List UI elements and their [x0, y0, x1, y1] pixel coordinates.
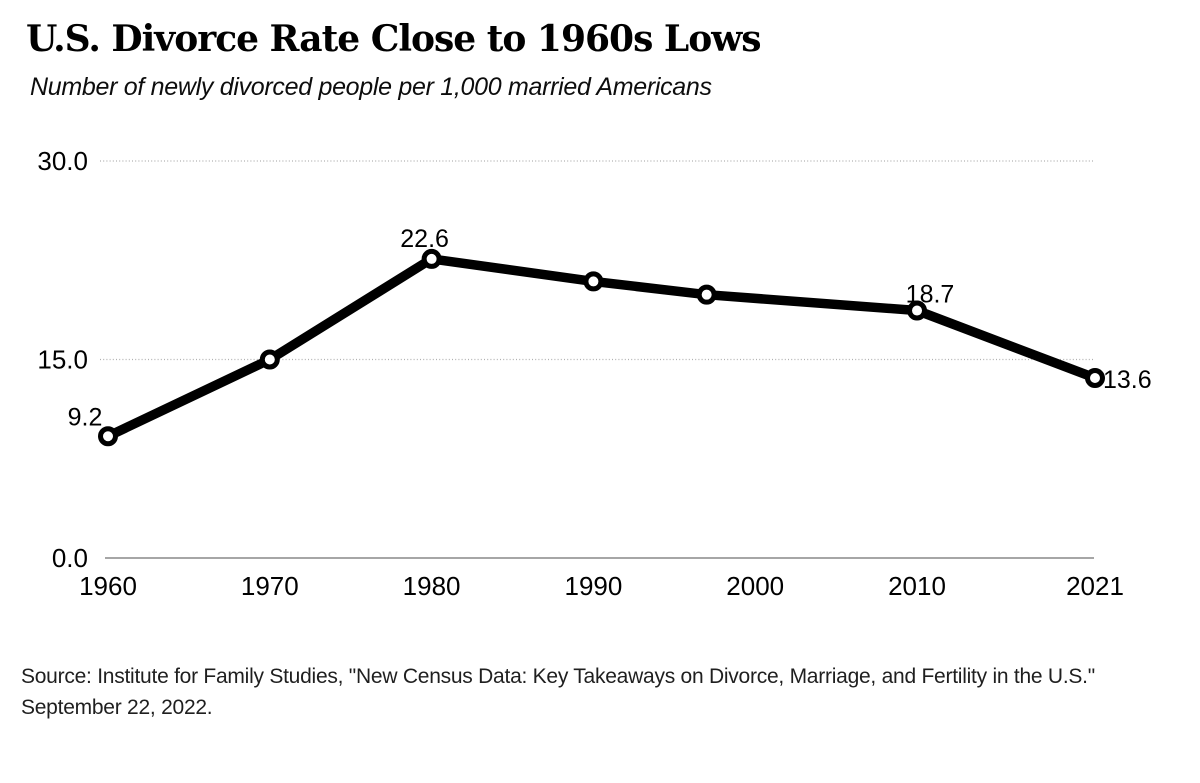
source-note: Source: Institute for Family Studies, "N… [21, 661, 1191, 723]
x-tick-label-2000: 2000 [726, 571, 784, 601]
y-tick-label-15.0: 15.0 [37, 345, 88, 375]
source-line-1: Source: Institute for Family Studies, "N… [21, 665, 1095, 688]
x-tick-label-2010: 2010 [888, 571, 946, 601]
source-line-2: September 22, 2022. [21, 696, 213, 719]
x-tick-label-1990: 1990 [564, 571, 622, 601]
data-point-label-2010: 18.7 [906, 281, 955, 309]
data-point-2010 [907, 300, 928, 321]
data-point-1980 [421, 248, 442, 269]
data-point-1970 [259, 349, 280, 370]
x-tick-label-1970: 1970 [241, 571, 299, 601]
chart-subtitle: Number of newly divorced people per 1,00… [30, 73, 712, 101]
chart-title: U.S. Divorce Rate Close to 1960s Lows [26, 18, 761, 60]
data-point-label-1960: 9.2 [68, 403, 103, 431]
x-tick-label-1980: 1980 [403, 571, 461, 601]
data-point-1960 [98, 426, 118, 447]
x-tick-label-2021: 2021 [1066, 571, 1124, 601]
data-point-label-1980: 22.6 [400, 225, 449, 253]
y-tick-label-30.0: 30.0 [37, 146, 88, 176]
data-point-2021 [1085, 368, 1105, 389]
x-tick-label-1960: 1960 [79, 571, 137, 601]
data-point-1997 [696, 284, 717, 305]
data-point-1990 [583, 271, 604, 292]
data-point-label-2021: 13.6 [1103, 366, 1152, 394]
y-tick-label-0.0: 0.0 [52, 543, 88, 573]
